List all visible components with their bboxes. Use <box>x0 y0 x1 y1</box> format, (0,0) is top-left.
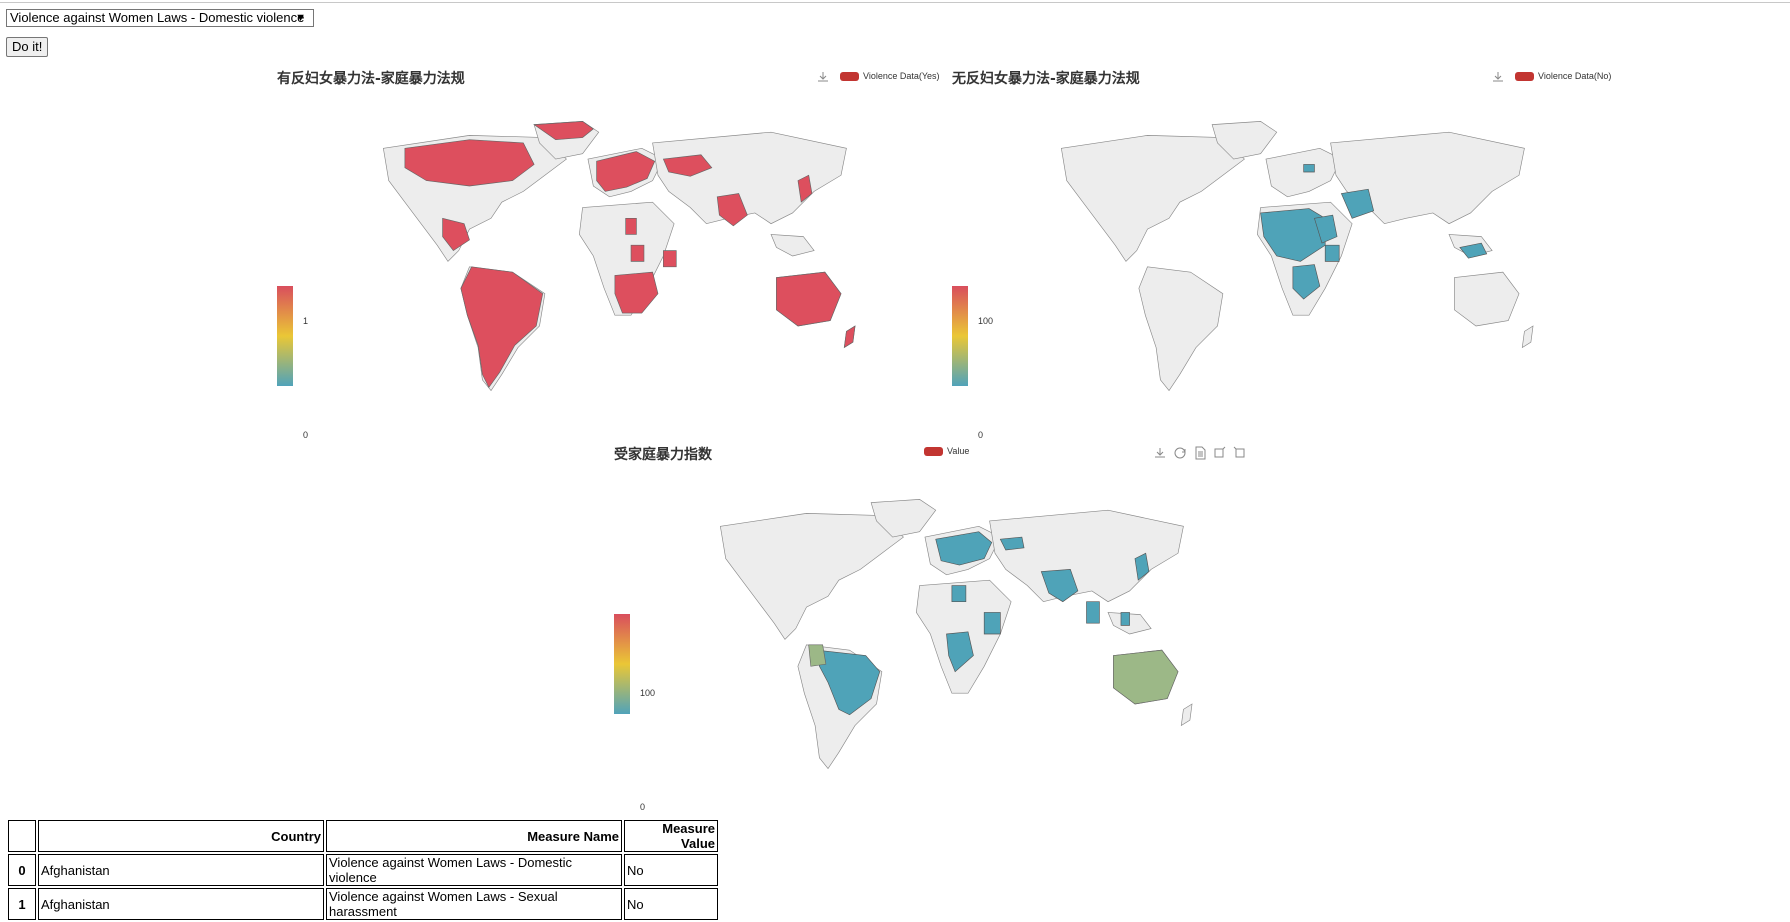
world-map[interactable] <box>337 116 882 396</box>
map-chart-yes: 有反妇女暴力法-家庭暴力法规 Violence Data(Yes) 1 0 <box>265 60 945 440</box>
legend-swatch <box>924 446 943 456</box>
measure-name-cell: Violence against Women Laws - Sexual har… <box>326 888 622 920</box>
chevron-down-icon: ▼ <box>295 12 306 24</box>
download-icon[interactable] <box>1153 446 1167 460</box>
legend-label: Value <box>947 446 970 456</box>
data-table: Country Measure Name Measure Value 0 Afg… <box>6 818 720 922</box>
chart-legend[interactable]: Violence Data(No) <box>1515 71 1611 81</box>
visual-map-max: 1 <box>303 316 309 326</box>
measure-value-header: Measure Value <box>624 820 718 852</box>
data-view-icon[interactable] <box>1193 446 1207 460</box>
download-icon[interactable] <box>816 70 830 84</box>
zoom-reset-icon[interactable] <box>1233 446 1247 460</box>
chart-legend[interactable]: Value <box>924 446 969 456</box>
measure-name-cell: Violence against Women Laws - Domestic v… <box>326 854 622 886</box>
visual-map-min: 0 <box>303 430 309 440</box>
measure-select[interactable]: Violence against Women Laws - Domestic v… <box>6 9 314 27</box>
country-cell: Afghanistan <box>38 854 324 886</box>
chart-legend[interactable]: Violence Data(Yes) <box>840 71 940 81</box>
measure-value-cell: No <box>624 854 718 886</box>
do-it-button[interactable]: Do it! <box>6 37 49 57</box>
chart-toolbox <box>816 70 830 84</box>
select-value: Violence against Women Laws - Domestic v… <box>10 10 305 25</box>
visual-map-min: 0 <box>978 430 984 440</box>
zoom-icon[interactable] <box>1213 446 1227 460</box>
map-chart-no: 无反妇女暴力法-家庭暴力法规 Violence Data(No) 100 0 <box>940 60 1620 440</box>
visual-map-gradient <box>952 286 968 386</box>
legend-swatch <box>840 71 859 81</box>
measure-value-cell: No <box>624 888 718 920</box>
top-divider <box>0 2 1790 3</box>
visual-map[interactable] <box>277 286 293 386</box>
table-row: 0 Afghanistan Violence against Women Law… <box>8 854 718 886</box>
map-chart-index: 受家庭暴力指数 Value 100 0 <box>602 436 1282 816</box>
visual-map[interactable] <box>614 614 630 714</box>
legend-label: Violence Data(Yes) <box>863 71 940 81</box>
measure-name-header: Measure Name <box>326 820 622 852</box>
world-map[interactable] <box>674 494 1219 774</box>
chart-title: 受家庭暴力指数 <box>614 447 712 463</box>
visual-map-max: 100 <box>640 688 656 698</box>
chart-toolbox <box>1153 446 1247 460</box>
visual-map-gradient <box>614 614 630 714</box>
world-map[interactable] <box>1015 116 1560 396</box>
country-header: Country <box>38 820 324 852</box>
country-cell: Afghanistan <box>38 888 324 920</box>
visual-map-min: 0 <box>640 802 646 812</box>
visual-map-max: 100 <box>978 316 994 326</box>
chart-title: 无反妇女暴力法-家庭暴力法规 <box>952 71 1140 87</box>
chart-toolbox <box>1491 70 1505 84</box>
legend-swatch <box>1515 71 1534 81</box>
row-index: 0 <box>8 854 36 886</box>
row-index: 1 <box>8 888 36 920</box>
chart-title: 有反妇女暴力法-家庭暴力法规 <box>277 71 465 87</box>
download-icon[interactable] <box>1491 70 1505 84</box>
table-header-row: Country Measure Name Measure Value <box>8 820 718 852</box>
visual-map-gradient <box>277 286 293 386</box>
visual-map[interactable] <box>952 286 968 386</box>
table-row: 1 Afghanistan Violence against Women Law… <box>8 888 718 920</box>
index-header <box>8 820 36 852</box>
refresh-icon[interactable] <box>1173 446 1187 460</box>
legend-label: Violence Data(No) <box>1538 71 1612 81</box>
